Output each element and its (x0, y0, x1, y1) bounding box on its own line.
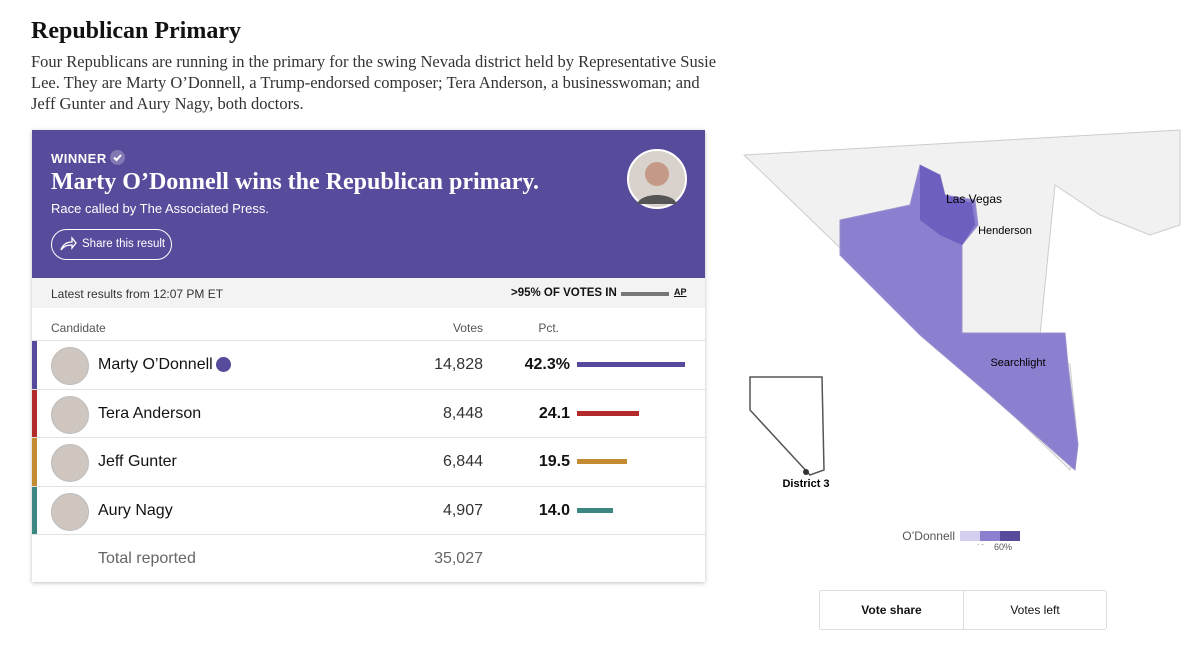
legend-tick: 40 (975, 543, 985, 545)
source: AP (674, 287, 687, 297)
legend-name: O’Donnell (902, 529, 955, 543)
candidate-row: Jeff Gunter 6,844 19.5 (32, 437, 705, 486)
share-button[interactable]: Share this result (51, 229, 172, 260)
party-stripe (32, 389, 37, 438)
map: Las Vegas Henderson Searchlight District… (742, 129, 1181, 545)
votes: 8,448 (442, 404, 483, 422)
headline: Marty O’Donnell wins the Republican prim… (51, 169, 540, 195)
column-header: Votes (452, 321, 483, 335)
party-stripe (32, 341, 37, 389)
pct: 24.1 (538, 404, 570, 422)
candidate-photo (51, 395, 89, 434)
total-votes: 35,027 (434, 550, 483, 567)
candidate-photo (51, 347, 89, 385)
map-label: Henderson (978, 225, 1032, 237)
called-by: Race called by The Associated Press. (51, 201, 269, 216)
candidate-name: Jeff Gunter (98, 453, 177, 470)
votes: 14,828 (434, 356, 483, 373)
results-card: WINNER Marty O’Donnell wins the Republic… (32, 130, 705, 582)
candidate-name: Tera Anderson (98, 404, 202, 422)
total-label: Total reported (98, 550, 196, 567)
candidate-name: Marty O’Donnell (98, 356, 213, 373)
reporting: >95% OF VOTES IN (511, 287, 617, 299)
winner-banner: WINNER Marty O’Donnell wins the Republic… (32, 130, 705, 278)
title: Republican Primary (31, 18, 241, 44)
pct: 19.5 (538, 453, 570, 470)
tab-button[interactable]: Votes left (1010, 603, 1060, 617)
pct-bar (577, 362, 686, 367)
status-bar: Latest results from 12:07 PM ET >95% OF … (32, 278, 705, 308)
candidate-photo (51, 492, 89, 531)
votes: 4,907 (442, 501, 483, 519)
winner-check (216, 357, 231, 372)
tab-button[interactable]: Vote share (820, 591, 964, 629)
inset-label: District 3 (782, 478, 829, 490)
legend-swatch (1000, 531, 1020, 541)
votes: 6,844 (442, 453, 483, 470)
reporting-bar (621, 292, 669, 296)
legend-tick: 60% (994, 542, 1013, 552)
legend-swatch (980, 531, 1000, 541)
column-header: Pct. (538, 321, 559, 335)
inset-marker (803, 469, 809, 475)
share-icon (60, 236, 77, 251)
candidate-row: Tera Anderson 8,448 24.1 (32, 388, 705, 438)
column-header: Candidate (51, 321, 106, 335)
party-stripe (32, 438, 37, 486)
winner-label: WINNER (51, 151, 107, 166)
district-area-dark (920, 165, 975, 245)
candidate-row: Marty O’Donnell 14,828 42.3% (32, 340, 705, 389)
candidate-photo (51, 444, 89, 482)
party-stripe (32, 486, 37, 535)
check-icon (110, 150, 125, 165)
pct: 42.3% (524, 356, 570, 373)
pct: 14.0 (538, 501, 570, 519)
description: Four Republicans are running in the prim… (31, 52, 717, 113)
inset-state (749, 376, 825, 476)
pct-bar (577, 459, 627, 464)
map-label: Las Vegas (946, 192, 1002, 206)
view-toggle: Vote share Votes left (819, 590, 1107, 630)
candidate-row: Aury Nagy 4,907 14.0 (32, 485, 705, 535)
share-text: Share this result (82, 238, 166, 250)
latest-time: Latest results from 12:07 PM ET (51, 287, 224, 301)
map-label: Searchlight (990, 357, 1045, 369)
pct-bar (577, 507, 613, 513)
pct-bar (577, 410, 639, 416)
total-row: Total reported 35,027 (32, 534, 705, 583)
legend-swatch (960, 531, 980, 541)
winner-photo (627, 149, 687, 209)
candidate-name: Aury Nagy (98, 501, 173, 519)
